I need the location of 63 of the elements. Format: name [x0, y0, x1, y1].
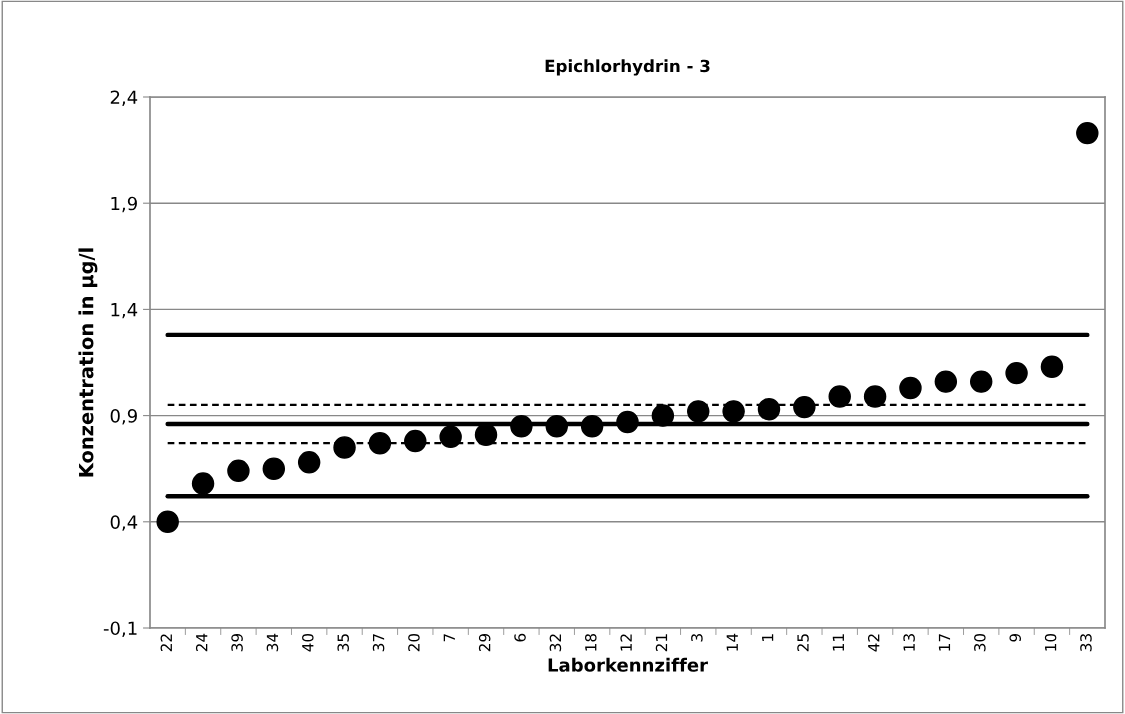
point — [969, 370, 993, 393]
point — [545, 414, 568, 438]
y-tick-label: 0,4 — [110, 515, 138, 531]
x-tick-label: 14 — [726, 633, 738, 651]
point — [899, 376, 922, 400]
x-tick-label: 34 — [266, 633, 279, 652]
point — [722, 400, 745, 423]
x-tick-label: 40 — [302, 633, 314, 652]
point — [828, 385, 851, 408]
x-tick-label: 6 — [514, 633, 526, 642]
x-tick-label: 17 — [938, 634, 951, 651]
x-tick-label: 33 — [1080, 634, 1092, 652]
y-tick-label: 0,9 — [110, 409, 137, 425]
point — [262, 457, 286, 480]
point — [297, 451, 321, 474]
x-tick-label: 21 — [655, 634, 668, 652]
point — [510, 414, 533, 438]
x-tick-label: 1 — [762, 634, 774, 641]
x-tick-label: 18 — [585, 633, 597, 651]
y-axis-title: Konzentration in µg/l — [78, 248, 98, 477]
point — [863, 385, 887, 408]
point — [191, 472, 215, 495]
x-tick-label: 30 — [974, 633, 986, 652]
x-tick-label: 25 — [797, 634, 809, 652]
point — [580, 414, 604, 438]
x-tick-label: 12 — [620, 634, 632, 651]
x-tick-label: 7 — [443, 634, 455, 642]
point — [687, 400, 710, 423]
x-tick-label: 32 — [549, 634, 562, 652]
x-tick-label: 3 — [691, 634, 703, 642]
point — [404, 429, 427, 453]
x-tick-label: 9 — [1009, 633, 1022, 642]
point — [1040, 355, 1064, 378]
point — [757, 398, 781, 421]
x-tick-label: 29 — [478, 633, 491, 652]
y-tick-label: 2,4 — [110, 90, 138, 106]
chart-title: Epichlorhydrin - 3 — [545, 59, 710, 76]
x-axis-title: Laborkennziffer — [548, 657, 708, 672]
point — [616, 410, 639, 434]
x-tick-label: 20 — [408, 633, 420, 652]
x-tick-label: 24 — [195, 633, 208, 652]
x-tick-label: 10 — [1044, 633, 1057, 651]
y-tick-label: 1,9 — [111, 196, 137, 213]
point — [651, 404, 675, 427]
y-tick-label: -0,1 — [103, 621, 137, 637]
point — [156, 510, 179, 534]
point — [333, 436, 356, 459]
point — [439, 425, 462, 449]
point — [793, 395, 816, 419]
point — [474, 423, 498, 446]
x-tick-label: 35 — [337, 634, 349, 652]
x-tick-label: 11 — [832, 634, 844, 651]
x-tick-label: 42 — [867, 634, 880, 652]
point — [1076, 121, 1099, 145]
y-tick-label: 1,4 — [111, 303, 138, 319]
x-tick-label: 39 — [231, 633, 243, 652]
point — [934, 370, 958, 393]
point — [368, 431, 392, 455]
point — [227, 459, 250, 483]
x-tick-label: 13 — [903, 634, 915, 651]
x-tick-label: 22 — [160, 634, 172, 652]
x-tick-label: 37 — [372, 634, 385, 652]
point — [1005, 361, 1028, 385]
